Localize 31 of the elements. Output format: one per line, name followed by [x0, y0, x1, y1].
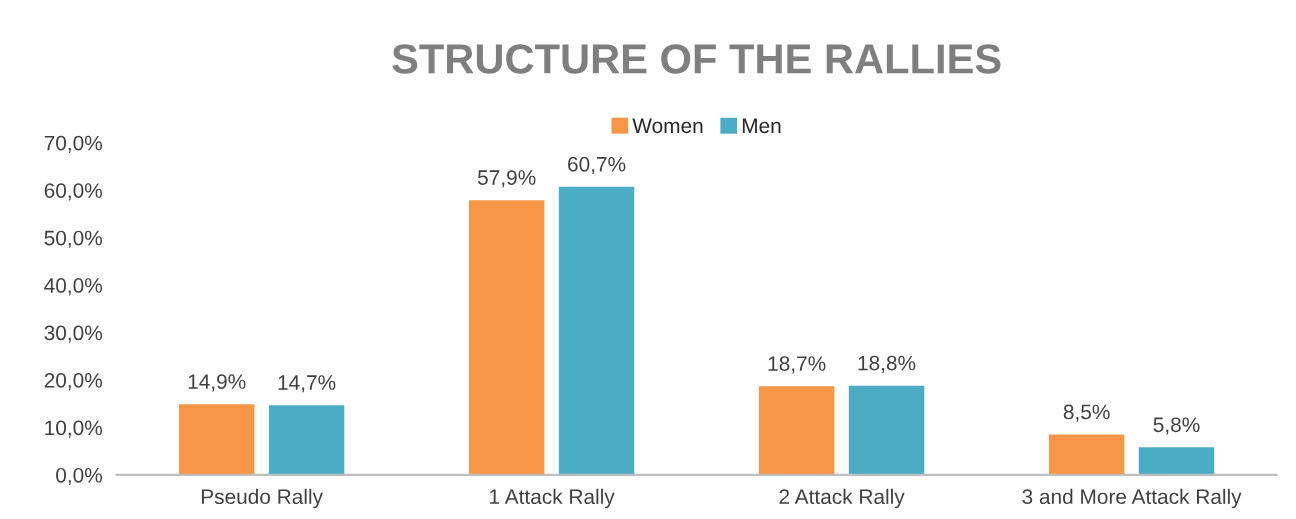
data-label: 14,7% — [278, 375, 336, 393]
bar — [468, 200, 545, 475]
data-label: 60,7% — [568, 156, 626, 175]
legend-label: Men — [742, 118, 781, 134]
bar — [1138, 447, 1215, 475]
x-tick-label: Pseudo Rally — [201, 488, 323, 509]
bar — [268, 405, 345, 475]
x-tick-label: 1 Attack Rally — [490, 488, 615, 509]
y-tick-label: 50,0% — [44, 230, 103, 248]
bar — [558, 186, 635, 475]
y-tick-label: 20,0% — [44, 372, 103, 391]
y-tick-label: 10,0% — [45, 420, 103, 438]
y-tick-label: 60,0% — [44, 183, 103, 201]
y-tick-label: 0,0% — [56, 467, 103, 486]
bar — [1048, 434, 1125, 475]
chart-title: STRUCTURE OF THE RALLIES — [392, 44, 1001, 74]
data-label: 14,9% — [188, 374, 246, 392]
legend-label: Women — [632, 118, 703, 134]
x-tick-label: 3 and More Attack Rally — [1022, 488, 1242, 509]
data-label: 5,8% — [1153, 417, 1200, 435]
data-label: 8,5% — [1063, 404, 1110, 422]
data-label: 18,7% — [768, 356, 826, 374]
data-label: 18,8% — [858, 355, 916, 373]
y-tick-label: 40,0% — [44, 278, 103, 296]
x-tick-label: 2 Attack Rally — [779, 488, 905, 509]
bar — [848, 385, 925, 475]
y-tick-label: 30,0% — [44, 325, 103, 343]
bar — [758, 386, 835, 475]
bar — [178, 404, 255, 475]
data-label: 57,9% — [477, 170, 536, 188]
y-tick-label: 70,0% — [44, 135, 103, 153]
